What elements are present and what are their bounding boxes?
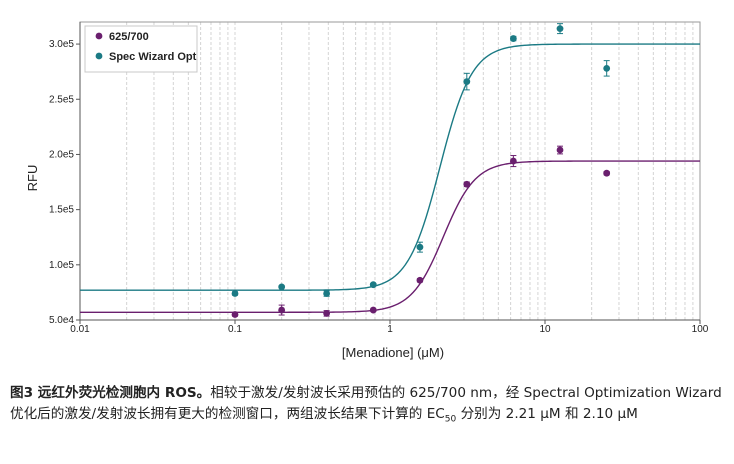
x-axis-ticks: 0.01 0.1 1 10 100: [70, 320, 709, 335]
data-point: [416, 276, 424, 284]
data-point: [463, 78, 471, 85]
legend-box: [84, 25, 198, 73]
dose-response-chart: 0.01 0.1 1 10 100 5.0e4 1.0e5 1.5e5 2.0e5 2.5e5 3…: [25, 21, 709, 360]
data-points: [231, 23, 611, 318]
data-point: [323, 309, 331, 317]
y-tick-label: 1.5e5: [49, 205, 74, 216]
data-point: [369, 281, 377, 289]
y-axis-label: RFU: [25, 165, 40, 192]
data-point: [509, 157, 517, 165]
data-point: [231, 311, 239, 318]
legend-marker: [95, 32, 103, 40]
x-tick-label: 100: [692, 324, 709, 335]
data-point: [369, 306, 377, 314]
fit-curves: [80, 43, 700, 313]
y-tick-label: 5.0e4: [49, 315, 74, 326]
data-point: [231, 290, 239, 297]
y-axis-ticks: 5.0e4 1.0e5 1.5e5 2.0e5 2.5e5 3.0e5: [49, 39, 80, 326]
caption-text-end: 分别为 2.21 μM 和 2.10 μM: [456, 406, 638, 422]
data-point: [509, 35, 517, 42]
data-point: [556, 146, 564, 154]
data-point: [278, 306, 286, 314]
y-tick-label: 3.0e5: [49, 39, 74, 50]
x-tick-label: 0.01: [70, 324, 90, 335]
fit-curve: [80, 160, 700, 313]
x-axis-label: [Menadione] (μM): [342, 345, 444, 360]
data-point: [463, 180, 471, 188]
caption-ec-subscript: 50: [444, 414, 457, 425]
legend-marker: [95, 52, 103, 60]
data-point: [323, 290, 331, 297]
data-point: [603, 169, 611, 177]
y-tick-label: 2.5e5: [49, 94, 74, 105]
x-tick-label: 1: [387, 324, 393, 335]
caption-text: 相较于激发/发射波长采用预估的 625/700 nm，经 Spectral Op…: [10, 385, 722, 422]
fit-curve: [80, 43, 700, 291]
data-point: [603, 64, 611, 72]
data-point: [416, 243, 424, 251]
y-tick-label: 1.0e5: [49, 260, 74, 271]
x-tick-label: 10: [539, 324, 551, 335]
x-tick-label: 0.1: [228, 324, 242, 335]
caption-lead: 图3 远红外荧光检测胞内 ROS。: [10, 385, 211, 401]
data-point: [278, 283, 286, 291]
y-tick-label: 2.0e5: [49, 149, 74, 160]
data-point: [556, 25, 564, 33]
legend-label: Spec Wizard Opt: [109, 51, 197, 63]
legend: 625/700 Spec Wizard Opt: [84, 25, 198, 73]
legend-label: 625/700: [109, 31, 149, 43]
figure-caption: 图3 远红外荧光检测胞内 ROS。相较于激发/发射波长采用预估的 625/700…: [10, 383, 726, 431]
